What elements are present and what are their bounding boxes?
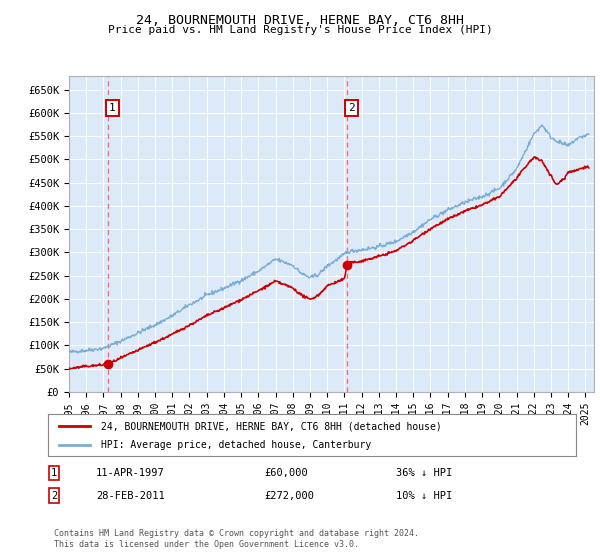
Text: 2: 2 [348, 103, 355, 113]
Text: 24, BOURNEMOUTH DRIVE, HERNE BAY, CT6 8HH: 24, BOURNEMOUTH DRIVE, HERNE BAY, CT6 8H… [136, 14, 464, 27]
Text: £60,000: £60,000 [264, 468, 308, 478]
Text: Price paid vs. HM Land Registry's House Price Index (HPI): Price paid vs. HM Land Registry's House … [107, 25, 493, 35]
Text: 1: 1 [109, 103, 116, 113]
Text: HPI: Average price, detached house, Canterbury: HPI: Average price, detached house, Cant… [101, 440, 371, 450]
Text: 36% ↓ HPI: 36% ↓ HPI [396, 468, 452, 478]
Text: Contains HM Land Registry data © Crown copyright and database right 2024.
This d: Contains HM Land Registry data © Crown c… [54, 529, 419, 549]
Text: £272,000: £272,000 [264, 491, 314, 501]
Text: 2: 2 [51, 491, 57, 501]
Text: 24, BOURNEMOUTH DRIVE, HERNE BAY, CT6 8HH (detached house): 24, BOURNEMOUTH DRIVE, HERNE BAY, CT6 8H… [101, 421, 442, 431]
Text: 10% ↓ HPI: 10% ↓ HPI [396, 491, 452, 501]
Text: 1: 1 [51, 468, 57, 478]
Text: 11-APR-1997: 11-APR-1997 [96, 468, 165, 478]
Text: 28-FEB-2011: 28-FEB-2011 [96, 491, 165, 501]
